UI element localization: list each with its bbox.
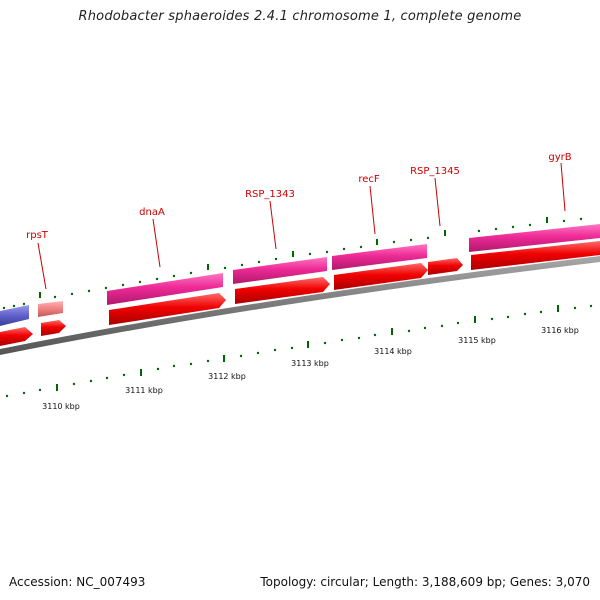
lower-major-ticks — [56, 305, 559, 391]
cds-arrow-RSP_1343[interactable] — [235, 277, 330, 304]
map-title: Rhodobacter sphaeroides 2.4.1 chromosome… — [78, 9, 522, 24]
genome-summary: Topology: circular; Length: 3,188,609 bp… — [260, 575, 590, 589]
gene-feature-RSP_1343[interactable] — [233, 257, 327, 284]
gene-feature-rpsT[interactable] — [38, 301, 63, 317]
gene-label-dnaA[interactable]: dnaA — [139, 207, 165, 218]
cds-track — [0, 241, 600, 346]
gene-label-rpsT[interactable]: rpsT — [26, 230, 49, 241]
cds-arrow[interactable] — [0, 327, 33, 346]
rna-feature[interactable] — [0, 305, 29, 326]
gene-label-recF[interactable]: recF — [358, 174, 380, 185]
scale-label: 3110 kbp — [42, 402, 80, 411]
cds-arrow-dnaA[interactable] — [109, 293, 226, 325]
scale-label: 3114 kbp — [374, 347, 412, 356]
gene-feature-recF[interactable] — [332, 244, 427, 270]
cds-arrow-gyrB[interactable] — [471, 241, 600, 270]
scale-label: 3113 kbp — [291, 359, 329, 368]
lower-tick-row — [5, 304, 593, 398]
upper-tick-row — [2, 217, 583, 310]
gene-feature-gyrB[interactable] — [469, 224, 600, 252]
cds-arrow-RSP_1345[interactable] — [428, 258, 463, 275]
scale-label: 3115 kbp — [458, 336, 496, 345]
scale-label: 3112 kbp — [208, 372, 246, 381]
scale-label: 3111 kbp — [125, 386, 163, 395]
scale-labels: 3110 kbp 3111 kbp 3112 kbp 3113 kbp 3114… — [42, 326, 579, 411]
scale-label: 3116 kbp — [541, 326, 579, 335]
gene-label-leaders — [37, 162, 566, 290]
gene-feature-dnaA[interactable] — [107, 273, 223, 305]
cds-arrow-rpsT[interactable] — [41, 320, 66, 336]
gene-label-gyrB[interactable]: gyrB — [548, 152, 571, 163]
accession-text: Accession: NC_007493 — [9, 575, 146, 589]
gene-label-RSP_1345[interactable]: RSP_1345 — [410, 166, 460, 177]
cds-arrow-recF[interactable] — [334, 263, 428, 290]
upper-major-ticks — [39, 217, 548, 298]
gene-labels: rpsT dnaA RSP_1343 recF RSP_1345 gyrB — [26, 152, 572, 241]
gene-track — [0, 224, 600, 326]
gene-label-RSP_1343[interactable]: RSP_1343 — [245, 189, 295, 200]
genome-backbone — [0, 256, 600, 355]
